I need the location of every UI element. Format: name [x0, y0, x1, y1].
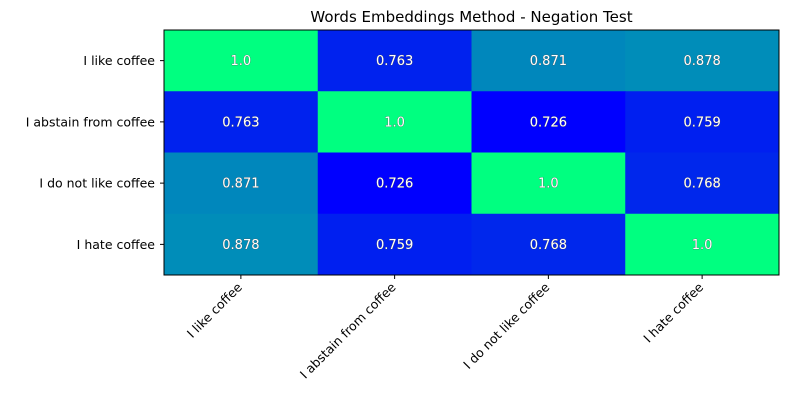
heatmap-cell-labels: 1.0 0.763 0.871 0.878 0.763 1.0 0.726 0.759 0.87…: [222, 54, 721, 253]
cell-value-label-r0-c3: 0.878: [684, 54, 721, 69]
heatmap-cell-r2-c2: [471, 152, 626, 215]
heatmap-cell-r1-c2: [471, 91, 626, 153]
cell-value-label-r0-c2: 0.871: [530, 54, 567, 69]
y-tick-label-0: I like coffee: [83, 53, 155, 68]
cell-value-label-r1-c3: 0.759: [684, 115, 721, 130]
x-tick-label-0: I like coffee: [184, 279, 245, 340]
cell-value-label-r2-c3: 0.768: [684, 177, 721, 192]
heatmap-cell-r1-c0: [164, 91, 319, 153]
x-tick-label-2: I do not like coffee: [460, 279, 553, 372]
plot-frame: [163, 29, 780, 276]
x-axis: I like coffee I abstain from coffee I do n…: [184, 275, 706, 382]
cell-value-label-r3-c1: 0.759: [376, 238, 413, 253]
heatmap-cell-r2-c1: [317, 152, 472, 215]
heatmap-cell-r3-c3: [625, 213, 780, 276]
y-tick-label-2: I do not like coffee: [39, 176, 155, 191]
cell-value-label-r3-c0: 0.878: [222, 238, 259, 253]
cell-value-label-r1-c2: 0.726: [530, 115, 567, 130]
heatmap-cell-r2-c3: [625, 152, 780, 215]
y-axis: I like coffee I abstain from coffee I do n…: [26, 53, 164, 252]
cell-value-label-r0-c1: 0.763: [376, 54, 413, 69]
heatmap-cell-r1-c3: [625, 91, 780, 153]
cell-value-label-r2-c0: 0.871: [222, 177, 259, 192]
cell-value-label-r0-c0: 1.0: [231, 54, 252, 69]
heatmap-cell-r3-c2: [471, 213, 626, 276]
x-tick-label-1: I abstain from coffee: [297, 279, 399, 381]
cell-value-label-r1-c0: 0.763: [222, 115, 259, 130]
cell-value-label-r2-c2: 1.0: [538, 177, 559, 192]
heatmap-cell-r2-c0: [164, 152, 319, 215]
heatmap-cell-r1-c1: [317, 91, 472, 153]
y-tick-label-1: I abstain from coffee: [26, 114, 156, 129]
y-tick-label-3: I hate coffee: [77, 237, 156, 252]
cell-value-label-r2-c1: 0.726: [376, 177, 413, 192]
chart-title: Words Embeddings Method - Negation Test: [310, 8, 632, 26]
cell-value-label-r1-c1: 1.0: [384, 115, 405, 130]
x-tick-label-3: I hate coffee: [640, 279, 706, 345]
heatmap-cell-r3-c0: [164, 213, 319, 276]
heatmap-cell-r3-c1: [317, 213, 472, 276]
cell-value-label-r3-c3: 1.0: [692, 238, 713, 253]
heatmap-cell-r0-c0: [164, 30, 319, 92]
heatmap-cell-r0-c3: [625, 30, 780, 92]
cell-value-label-r3-c2: 0.768: [530, 238, 567, 253]
heatmap-cell-r0-c2: [471, 30, 626, 92]
heatmap-cells: [164, 30, 780, 276]
heatmap-cell-r0-c1: [317, 30, 472, 92]
